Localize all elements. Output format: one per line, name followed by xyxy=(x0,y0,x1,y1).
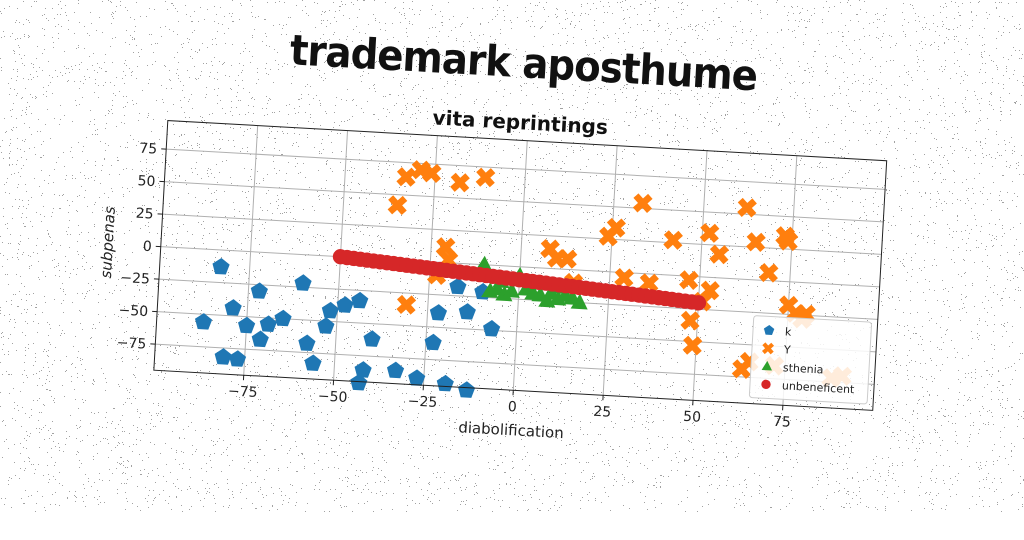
data-point-Y xyxy=(702,225,717,240)
x-tick-label: 0 xyxy=(507,399,517,415)
y-tick-label: 75 xyxy=(139,141,158,158)
y-tick-label: −50 xyxy=(118,303,148,321)
data-point-Y xyxy=(399,297,414,312)
y-axis-label: subpenas xyxy=(97,206,119,279)
data-point-Y xyxy=(683,313,698,328)
data-point-k xyxy=(363,330,381,347)
y-grid-line xyxy=(164,182,883,222)
y-tick-label: 0 xyxy=(142,239,152,255)
data-point-k xyxy=(321,301,339,318)
x-tick-label: −50 xyxy=(317,388,347,406)
data-point-Y xyxy=(685,338,700,353)
data-point-k xyxy=(194,313,212,330)
x-grid-line xyxy=(603,146,617,396)
x-tick-label: 50 xyxy=(683,409,702,426)
x-grid-line xyxy=(513,141,527,391)
data-point-k xyxy=(228,350,246,367)
data-point-k xyxy=(482,320,500,337)
data-point-k xyxy=(354,361,372,378)
x-tick-label: −75 xyxy=(228,383,258,401)
legend-entry-label: Y xyxy=(783,343,792,356)
y-tick-label: −25 xyxy=(120,270,150,288)
data-point-k xyxy=(237,316,255,333)
data-point-k xyxy=(212,257,230,274)
data-point-k xyxy=(224,299,242,316)
data-point-Y xyxy=(641,275,656,290)
data-point-k xyxy=(304,354,322,371)
data-point-k xyxy=(424,333,442,350)
data-point-k xyxy=(336,296,354,313)
data-point-Y xyxy=(761,265,776,280)
data-point-Y xyxy=(399,169,414,184)
data-point-k xyxy=(294,274,312,291)
data-point-Y xyxy=(478,170,493,185)
data-point-k xyxy=(317,317,335,334)
data-point-Y xyxy=(452,175,467,190)
data-point-k xyxy=(458,303,476,320)
y-grid-line xyxy=(166,149,885,189)
x-axis-label: diabolification xyxy=(458,418,564,442)
x-tick-label: 25 xyxy=(593,404,612,421)
data-point-k xyxy=(457,381,475,398)
data-point-k xyxy=(298,334,316,351)
data-point-Y xyxy=(390,198,405,213)
data-point-k xyxy=(436,374,454,391)
data-point-k xyxy=(274,309,292,326)
data-point-k xyxy=(386,361,404,378)
data-point-Y xyxy=(666,233,681,248)
data-point-k xyxy=(408,369,426,386)
data-point-k xyxy=(429,304,447,321)
data-point-k xyxy=(251,330,269,347)
data-point-Y xyxy=(560,251,575,266)
y-grid-line xyxy=(163,214,882,254)
x-tick-label: −25 xyxy=(407,393,437,411)
data-point-Y xyxy=(739,200,754,215)
y-tick-label: −75 xyxy=(116,335,146,353)
x-tick-label: 75 xyxy=(773,414,792,431)
data-point-Y xyxy=(712,247,727,262)
y-tick-label: 25 xyxy=(135,206,154,223)
data-point-Y xyxy=(681,273,696,288)
data-point-k xyxy=(351,291,369,308)
legend-entry-label: sthenia xyxy=(783,361,824,376)
y-tick-label: 50 xyxy=(137,173,156,190)
